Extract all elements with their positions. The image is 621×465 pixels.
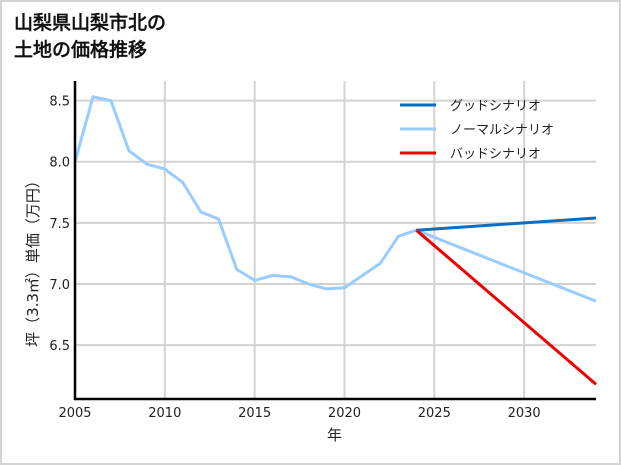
chart-title-line2: 土地の価格推移 [14,39,148,61]
x-axis-label: 年 [327,426,342,444]
legend-label: バッドシナリオ [450,147,541,162]
chart-title: 山梨県山梨市北の 土地の価格推移 [14,10,166,64]
x-tick-label: 2030 [508,406,541,421]
y-tick-label: 8.5 [49,95,70,110]
x-tick-label: 2005 [58,406,91,421]
y-tick-label: 6.5 [49,339,70,354]
legend-label: グッドシナリオ [450,99,541,114]
y-tick-label: 7.5 [49,217,70,232]
series-lines [73,95,597,386]
y-axis-label: 坪（3.3㎡）単価（万円） [24,173,42,347]
x-tick-label: 2020 [328,406,361,421]
series-line [416,216,597,232]
axes [73,81,596,401]
x-tick-label: 2010 [148,406,181,421]
y-tick-label: 7.0 [49,278,70,293]
chart-title-line1: 山梨県山梨市北の [14,12,167,34]
series-line [73,95,597,303]
legend-label: ノーマルシナリオ [450,123,554,138]
series-line [415,229,597,386]
x-tick-label: 2015 [238,406,271,421]
tick-labels: 2005 2010 2015 2020 2025 2030 6.5 7.0 7.5 8.0 8.5 [49,95,540,421]
x-tick-label: 2025 [418,406,451,421]
y-tick-label: 8.0 [49,156,70,171]
